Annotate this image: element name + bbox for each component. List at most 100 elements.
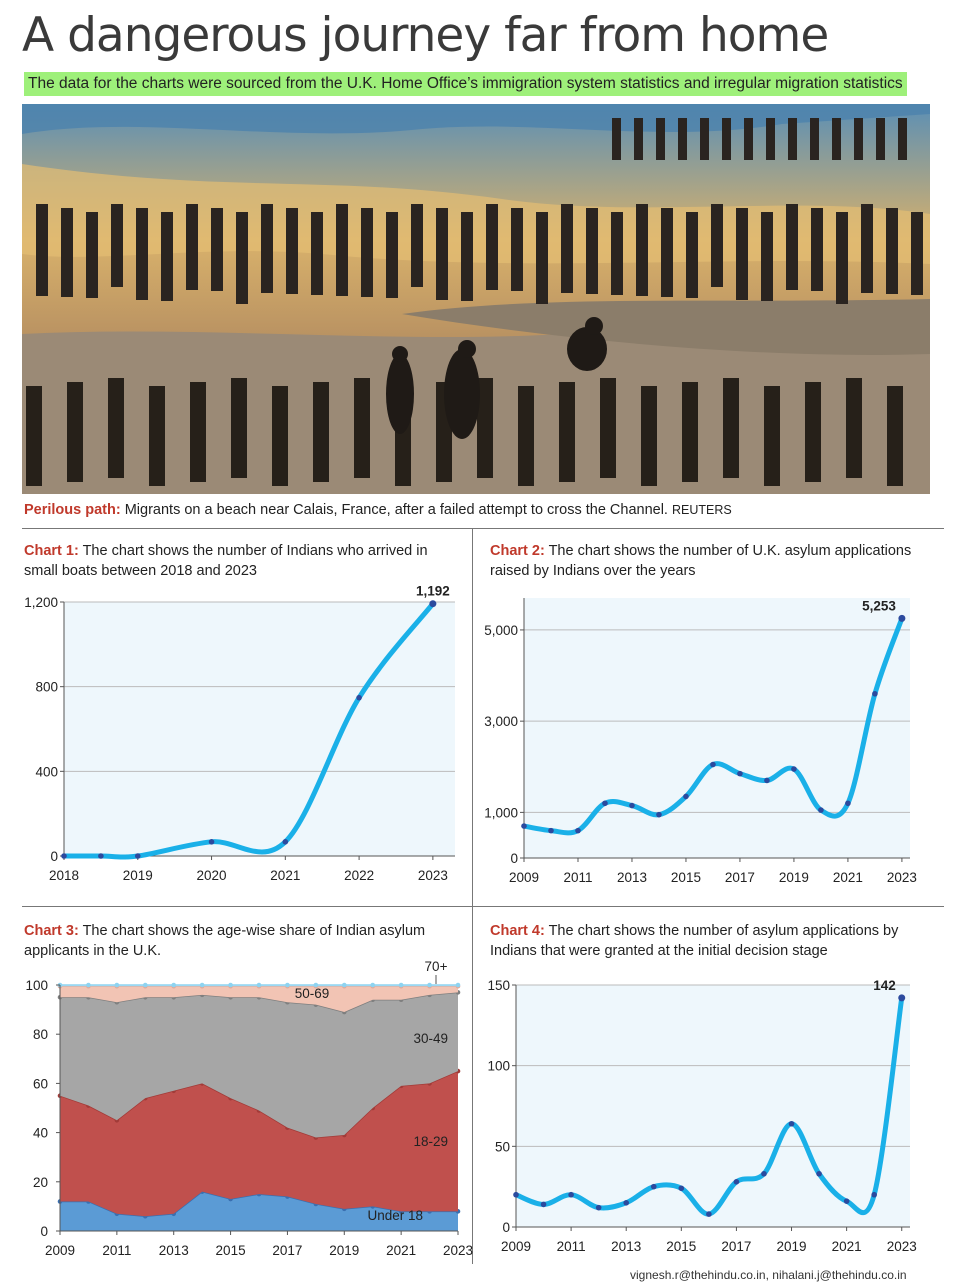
chart2-plot-bg <box>524 598 910 858</box>
chart1-xtick-label: 2018 <box>49 868 79 883</box>
chart2-data-point <box>548 827 554 834</box>
chart4-xtick-label: 2015 <box>666 1239 696 1254</box>
chart3-point-age-70-plus <box>285 982 290 988</box>
chart3-xtick-label: 2011 <box>102 1243 131 1258</box>
chart3-xtick-label: 2015 <box>216 1243 246 1258</box>
chart2-data-point <box>872 690 878 697</box>
chart4-xtick-label: 2017 <box>721 1239 751 1254</box>
chart2-data-point <box>764 777 770 784</box>
chart1-xtick-label: 2022 <box>344 868 374 883</box>
chart2-ytick-label: 3,000 <box>484 714 518 729</box>
chart1-data-point <box>134 853 141 859</box>
chart1-plot-bg <box>64 602 455 856</box>
chart3-description: The chart shows the age-wise share of In… <box>24 923 426 959</box>
chart2-data-point <box>602 800 608 807</box>
chart4-data-point <box>788 1120 795 1127</box>
chart3-area-chart: 0 20 40 60 80 100 2009 2011 2013 2015 2017 2019 2021… <box>25 959 473 1258</box>
chart1-xtick-label: 2019 <box>123 868 153 883</box>
chart2-data-point <box>521 823 527 829</box>
chart2-ytick-label: 5,000 <box>484 623 518 638</box>
chart3-ytick-label: 60 <box>33 1076 48 1091</box>
chart3-xtick-label: 2013 <box>159 1243 189 1258</box>
chart1-data-point <box>98 853 104 859</box>
chart2-data-point <box>737 770 743 777</box>
chart3-xtick-label: 2023 <box>443 1243 473 1258</box>
chart4-data-point <box>761 1170 767 1177</box>
chart1-data-point <box>356 694 362 701</box>
chart3-point-age-70-plus <box>171 982 177 988</box>
chart3-area-under18 <box>60 1191 458 1231</box>
chart4-data-point <box>513 1191 519 1198</box>
chart4-data-point <box>816 1170 822 1177</box>
chart4-xtick-label: 2011 <box>557 1239 586 1254</box>
chart3-ytick-label: 80 <box>33 1027 48 1042</box>
chart1-label: Chart 1: <box>24 543 79 559</box>
chart4-data-point <box>678 1185 685 1192</box>
chart1-end-point <box>429 600 437 608</box>
chart2-data-point <box>845 800 851 807</box>
chart4-data-point <box>706 1211 712 1217</box>
chart2-xtick-label: 2023 <box>887 870 917 885</box>
chart3-point-age-70-plus <box>142 982 148 988</box>
chart4-xtick-label: 2013 <box>611 1239 641 1254</box>
beach-photo <box>22 104 930 494</box>
chart2-data-point <box>683 793 689 800</box>
caption-label: Perilous path: <box>24 502 121 518</box>
chart2-xtick-label: 2013 <box>617 870 647 885</box>
chart4-xtick-label: 2021 <box>832 1239 862 1254</box>
chart3-xtick-label: 2019 <box>329 1243 359 1258</box>
chart3-ytick-label: 100 <box>25 978 48 993</box>
chart3-area-age-50-69 <box>60 986 458 1013</box>
chart3-ytick-label: 40 <box>33 1126 48 1141</box>
chart3-xtick-label: 2021 <box>386 1243 416 1258</box>
chart1-ytick-label: 800 <box>35 680 58 695</box>
chart2-label: Chart 2: <box>490 543 545 559</box>
chart3-point-age-70-plus <box>86 982 91 988</box>
chart2-data-point <box>575 827 581 834</box>
chart1-data-point <box>208 839 215 845</box>
chart1-data-point <box>282 839 289 845</box>
chart4-end-point <box>898 994 906 1002</box>
chart3-series-label-age-70-plus: 70+ <box>425 959 448 974</box>
chart3-label: Chart 3: <box>24 923 79 939</box>
caption-credit: REUTERS <box>671 503 732 517</box>
chart3-xtick-label: 2017 <box>272 1243 302 1258</box>
chart4-data-point <box>733 1179 740 1185</box>
divider-vertical <box>472 528 473 1264</box>
chart2-xtick-label: 2017 <box>725 870 755 885</box>
chart2-description: The chart shows the number of U.K. asylu… <box>490 543 912 579</box>
chart3-series-label-age-30-49: 30-49 <box>413 1031 448 1046</box>
chart4-data-point <box>623 1200 630 1206</box>
chart3-ytick-label: 0 <box>40 1224 48 1239</box>
chart3-series-label-age-18-29: 18-29 <box>413 1134 448 1149</box>
chart2-end-point <box>898 614 906 622</box>
chart4-ytick-label: 100 <box>487 1059 510 1074</box>
chart4-data-point <box>568 1191 574 1198</box>
chart1-xtick-label: 2020 <box>197 868 227 883</box>
chart3-xtick-label: 2009 <box>45 1243 75 1258</box>
caption-text: Migrants on a beach near Calais, France,… <box>124 502 668 518</box>
chart2-data-point <box>710 761 716 768</box>
author-emails: vignesh.r@thehindu.co.in, nihalani.j@the… <box>630 1268 907 1282</box>
chart3-point-age-70-plus <box>313 982 319 988</box>
chart1-description: The chart shows the number of Indians wh… <box>24 543 428 579</box>
headline: A dangerous journey far from home <box>22 8 829 63</box>
chart4-data-point <box>595 1204 602 1211</box>
divider-top <box>22 528 944 529</box>
chart1-xtick-label: 2023 <box>418 868 448 883</box>
chart4-title: Chart 4: The chart shows the number of a… <box>490 921 930 961</box>
chart2-data-point <box>629 802 635 809</box>
chart2-data-point <box>818 807 824 813</box>
divider-middle <box>22 906 944 907</box>
chart4-label: Chart 4: <box>490 923 545 939</box>
chart1-end-label: 1,192 <box>416 584 450 599</box>
chart2-end-label: 5,253 <box>862 598 896 613</box>
chart1-data-point <box>61 853 67 859</box>
chart3-area-age-18-29 <box>60 1071 458 1217</box>
chart3-point-age-70-plus <box>427 982 432 988</box>
chart2-ytick-label: 0 <box>510 851 518 866</box>
chart3-point-age-70-plus <box>256 982 262 988</box>
chart4-end-label: 142 <box>873 978 896 993</box>
chart2-data-point <box>791 766 797 772</box>
chart1-title: Chart 1: The chart shows the number of I… <box>24 541 464 581</box>
